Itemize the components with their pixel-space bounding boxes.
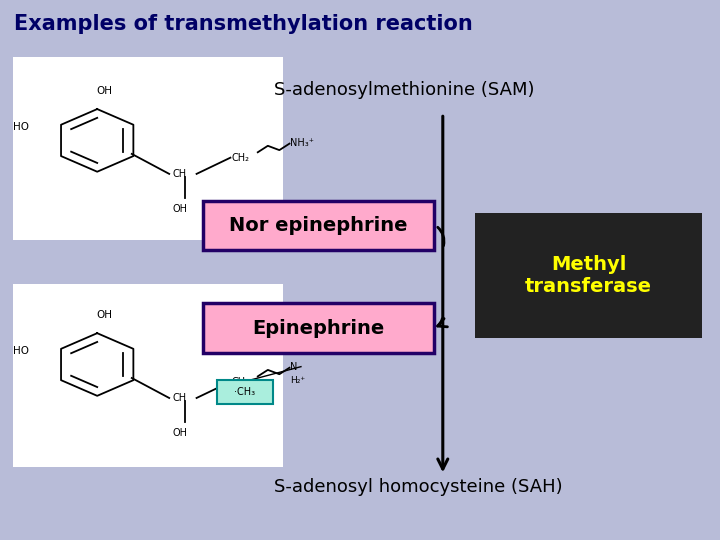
FancyBboxPatch shape xyxy=(475,213,702,338)
Text: S-adenosylmethionine (SAM): S-adenosylmethionine (SAM) xyxy=(274,81,534,99)
FancyBboxPatch shape xyxy=(13,284,283,467)
Text: CH₂: CH₂ xyxy=(232,153,250,163)
Text: HO: HO xyxy=(13,346,29,356)
Text: CH: CH xyxy=(173,393,187,403)
Text: HO: HO xyxy=(13,122,29,132)
Text: Nor epinephrine: Nor epinephrine xyxy=(230,216,408,235)
Text: OH: OH xyxy=(96,86,112,96)
Text: CH₂: CH₂ xyxy=(232,377,250,387)
Text: CH: CH xyxy=(173,169,187,179)
Text: S-adenosyl homocysteine (SAH): S-adenosyl homocysteine (SAH) xyxy=(274,478,562,496)
Text: OH: OH xyxy=(173,428,188,438)
Text: OH: OH xyxy=(96,310,112,320)
Text: N: N xyxy=(290,362,297,372)
Text: Examples of transmethylation reaction: Examples of transmethylation reaction xyxy=(14,14,473,33)
Text: ·CH₃: ·CH₃ xyxy=(234,387,256,397)
Text: NH₃⁺: NH₃⁺ xyxy=(290,138,314,147)
FancyBboxPatch shape xyxy=(13,57,283,240)
FancyBboxPatch shape xyxy=(203,201,434,250)
Text: H₂⁺: H₂⁺ xyxy=(290,376,305,386)
Text: OH: OH xyxy=(173,204,188,214)
Text: Methyl
transferase: Methyl transferase xyxy=(525,255,652,296)
FancyBboxPatch shape xyxy=(217,380,273,404)
FancyBboxPatch shape xyxy=(203,303,434,353)
Text: Epinephrine: Epinephrine xyxy=(253,319,384,338)
